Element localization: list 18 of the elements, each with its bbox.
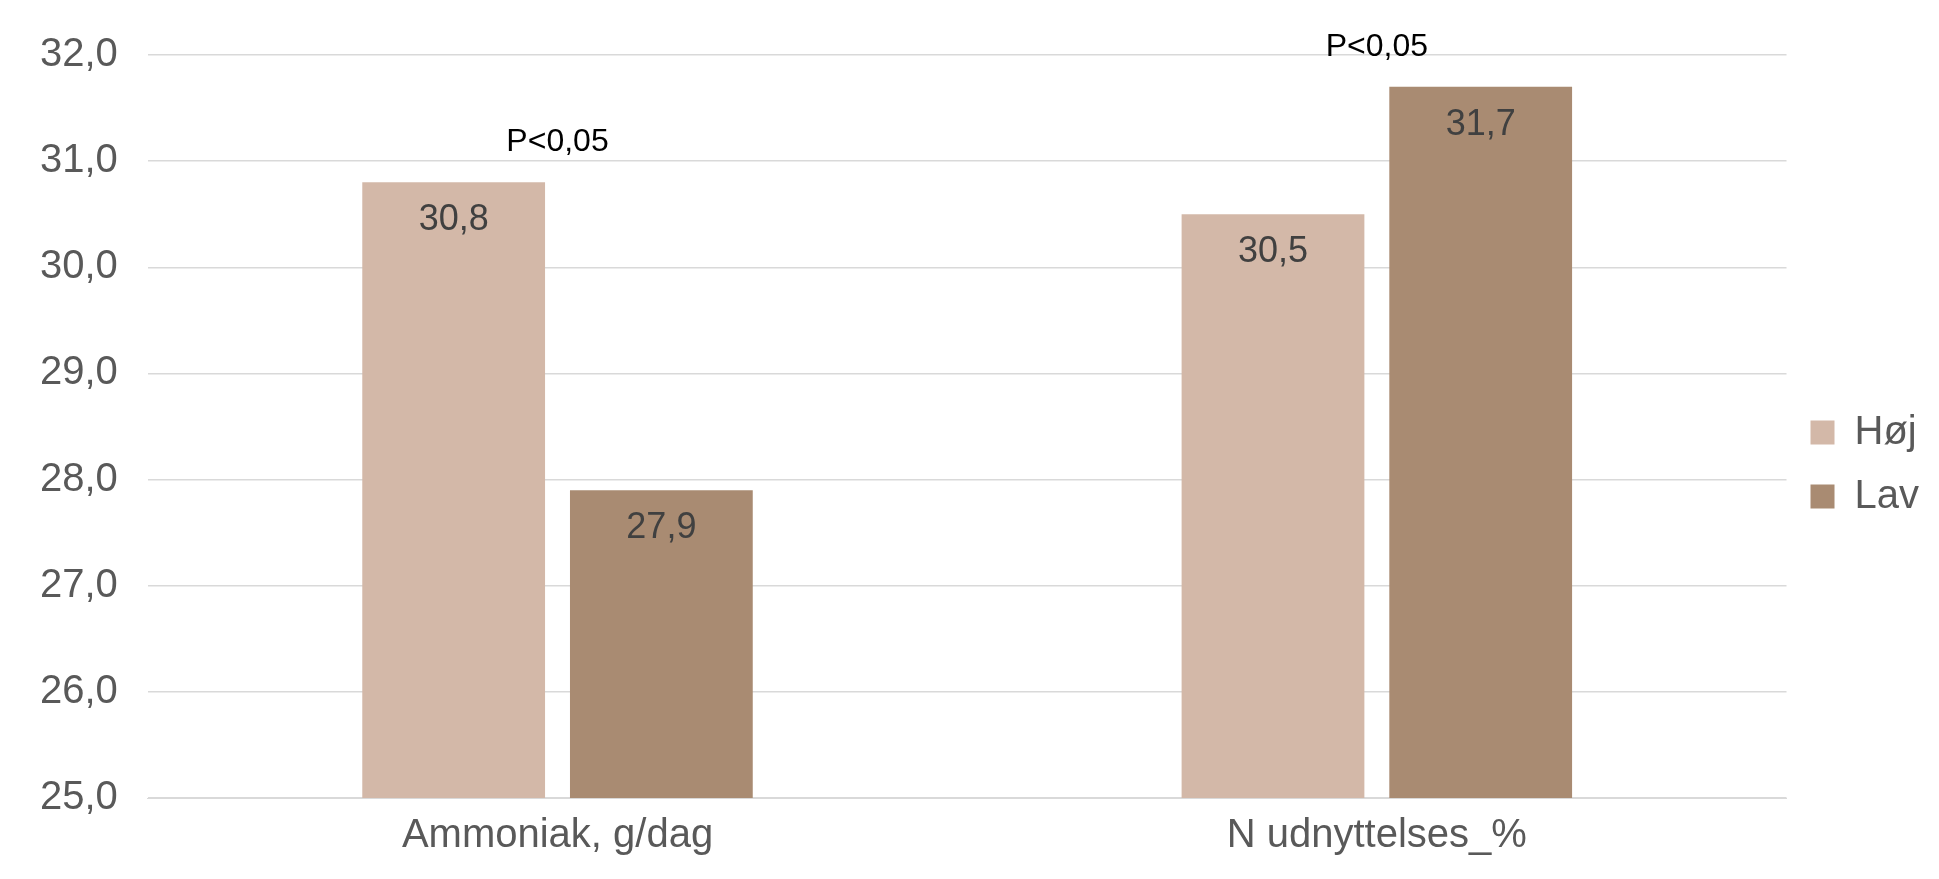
y-tick-label: 32,0: [39, 30, 118, 75]
data-label: 30,5: [1237, 229, 1309, 271]
annotation: P<0,05: [1325, 26, 1428, 63]
y-tick-label: 25,0: [39, 773, 118, 818]
legend-label: Høj: [1854, 407, 1917, 452]
data-label: 31,7: [1445, 101, 1516, 143]
y-tick-label: 26,0: [39, 666, 118, 711]
annotation: P<0,05: [506, 122, 609, 159]
y-tick-label: 31,0: [39, 136, 118, 181]
data-label: 30,8: [418, 197, 489, 239]
y-tick-label: 29,0: [39, 348, 118, 393]
y-tick-label: 30,0: [39, 242, 118, 287]
legend-label: Lav: [1854, 471, 1920, 516]
x-tick-label: Ammoniak, g/dag: [401, 811, 714, 856]
x-tick-label: N udnyttelses_%: [1226, 811, 1527, 856]
y-tick-label: 27,0: [39, 560, 118, 605]
data-label: 27,9: [626, 505, 697, 547]
y-tick-label: 28,0: [39, 454, 118, 499]
